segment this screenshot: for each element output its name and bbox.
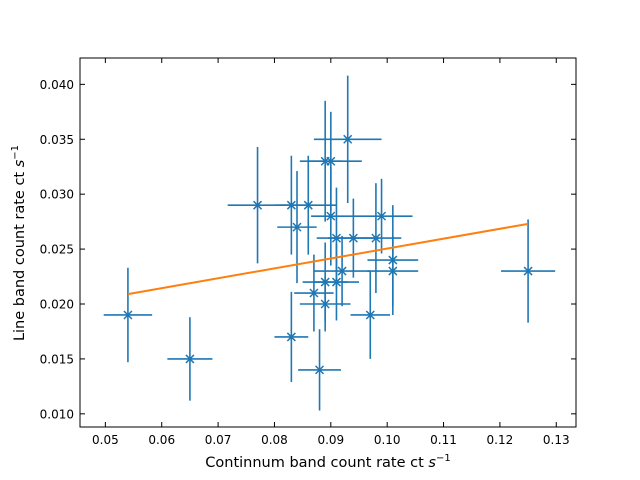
x-tick-label: 0.12 (487, 433, 514, 447)
data-point (331, 277, 341, 287)
data-point (371, 233, 381, 243)
x-tick-label: 0.10 (374, 433, 401, 447)
data-point (377, 211, 387, 221)
y-tick-label: 0.035 (40, 133, 74, 147)
data-point (292, 222, 302, 232)
x-axis-label: Continnum band count rate ct s−1 (205, 453, 450, 471)
data-point (523, 266, 533, 276)
y-tick-label: 0.030 (40, 188, 74, 202)
y-tick-label: 0.025 (40, 243, 74, 257)
svg-text:Line band count rate ct s−1: Line band count rate ct s−1 (10, 145, 28, 341)
data-point (320, 299, 330, 309)
data-point (303, 200, 313, 210)
x-tick-label: 0.09 (317, 433, 344, 447)
y-axis-label: Line band count rate ct s−1 (10, 145, 28, 341)
x-tick-label: 0.07 (205, 433, 232, 447)
data-point (315, 365, 325, 375)
plot-area: 0.05 0.06 0.07 0.08 0.09 0.10 0.11 0.12 0.13 0.01… (40, 57, 577, 447)
data-point (123, 310, 133, 320)
axes-frame (79, 57, 577, 428)
y-tick-label: 0.015 (40, 352, 74, 366)
data-point (326, 211, 336, 221)
x-tick-label: 0.05 (92, 433, 119, 447)
y-tick-label: 0.020 (40, 298, 74, 312)
fit-line (127, 222, 529, 296)
data-point (185, 354, 195, 364)
data-point (343, 134, 353, 144)
data-point (388, 266, 398, 276)
data-point (365, 310, 375, 320)
x-tick-label: 0.11 (430, 433, 457, 447)
x-tick-label: 0.06 (148, 433, 175, 447)
data-point (286, 332, 296, 342)
data-point (326, 156, 336, 166)
data-point (309, 288, 319, 298)
x-tick-label: 0.13 (543, 433, 570, 447)
data-point (337, 266, 347, 276)
data-point (253, 200, 263, 210)
x-tick-label: 0.08 (261, 433, 288, 447)
y-tick-label: 0.010 (40, 407, 74, 421)
y-tick-label: 0.040 (40, 78, 74, 92)
svg-text:Continnum band count rate ct s: Continnum band count rate ct s−1 (205, 453, 450, 471)
